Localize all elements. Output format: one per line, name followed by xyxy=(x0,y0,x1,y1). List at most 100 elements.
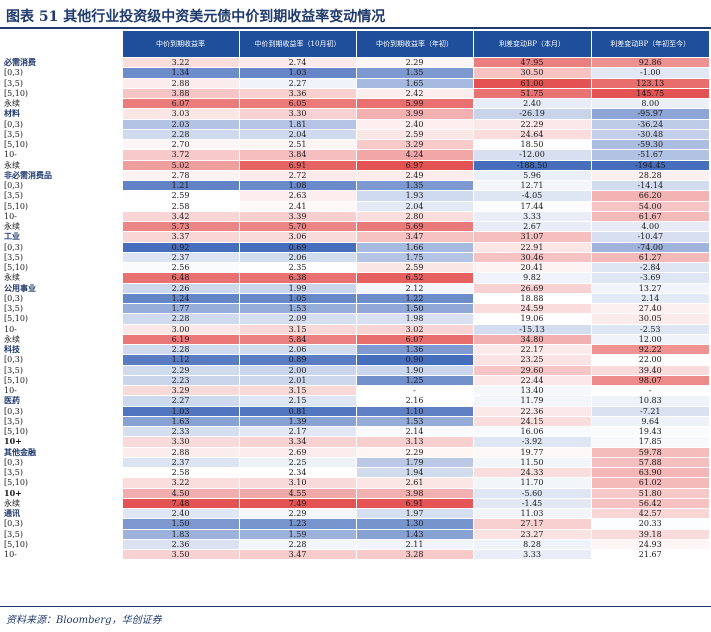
value-cell: 3.06 xyxy=(238,231,356,243)
value-cell: 19.43 xyxy=(590,426,709,438)
value-cell: 34.80 xyxy=(472,334,591,346)
value-cell: 1.94 xyxy=(355,467,473,479)
row-label: 永续 xyxy=(0,221,122,233)
value-cell: 7.48 xyxy=(121,498,239,510)
value-cell: 19.77 xyxy=(472,447,591,458)
value-cell: 57.88 xyxy=(590,457,709,469)
table-group-row: 工业 3.37 3.06 3.47 31.07 -10.47 xyxy=(0,231,709,243)
value-cell: 2.17 xyxy=(238,426,356,438)
table-row: [5,10) 2.58 2.41 2.04 17.44 54.00 xyxy=(0,201,709,212)
value-cell: 1.10 xyxy=(355,406,473,417)
value-cell: 1.81 xyxy=(238,119,356,130)
value-cell: 22.36 xyxy=(472,406,591,417)
value-cell: 2.34 xyxy=(238,467,356,479)
value-cell: -15.13 xyxy=(472,324,591,335)
table-row: [5,10) 3.88 3.36 2.42 51.75 145.75 xyxy=(0,88,709,100)
value-cell: -30.48 xyxy=(590,129,709,141)
table-group-row: 其他金融 2.88 2.69 2.29 19.77 59.78 xyxy=(0,447,709,458)
value-cell: 3.15 xyxy=(238,324,356,335)
value-cell: 4.55 xyxy=(238,488,356,499)
value-cell: 1.99 xyxy=(238,283,356,294)
value-cell: 59.78 xyxy=(590,447,709,458)
value-cell: 6.48 xyxy=(121,272,239,284)
value-cell: 21.67 xyxy=(590,549,709,561)
value-cell: 1.39 xyxy=(238,416,356,428)
value-cell: 6.97 xyxy=(355,160,473,171)
value-cell: 39.40 xyxy=(590,365,709,376)
value-cell: 5.73 xyxy=(121,221,239,233)
value-cell: 22.00 xyxy=(590,354,709,366)
value-cell: 47.95 xyxy=(472,57,591,69)
value-cell: 4.50 xyxy=(121,488,239,499)
value-cell: 30.05 xyxy=(590,313,709,325)
value-cell: 3.15 xyxy=(238,385,356,397)
row-label: 永续 xyxy=(0,334,122,346)
value-cell: -194.45 xyxy=(590,160,709,171)
value-cell: 5.84 xyxy=(238,334,356,346)
footnote-rule xyxy=(0,606,711,607)
value-cell: 2.14 xyxy=(590,293,709,305)
table-group-row: 科技 2.28 2.06 1.36 22.17 92.22 xyxy=(0,344,709,356)
value-cell: 51.80 xyxy=(590,488,709,499)
value-cell: 23.25 xyxy=(472,354,591,366)
table-row: [0,3) 1.34 1.03 1.35 30.50 -1.00 xyxy=(0,67,709,79)
value-cell: 18.88 xyxy=(472,293,591,305)
value-cell: 2.70 xyxy=(121,139,239,151)
value-cell: -59.30 xyxy=(590,139,709,151)
value-cell: 27.17 xyxy=(472,518,591,530)
value-cell: 3.47 xyxy=(355,231,473,243)
row-label: 通讯 xyxy=(0,508,122,520)
value-cell: 1.98 xyxy=(355,313,473,325)
value-cell: 1.79 xyxy=(355,457,473,469)
table-row: [3,5) 2.37 2.06 1.75 30.46 61.27 xyxy=(0,252,709,264)
value-cell: -10.47 xyxy=(590,231,709,243)
value-cell: 2.11 xyxy=(355,539,473,551)
value-cell: 20.33 xyxy=(590,518,709,530)
row-label: [0,3) xyxy=(0,518,122,530)
table-group-row: 公用事业 2.26 1.99 2.12 26.69 13.27 xyxy=(0,283,709,294)
table-row: [3,5) 1.63 1.39 1.53 24.15 9.64 xyxy=(0,416,709,428)
row-label: 永续 xyxy=(0,498,122,510)
value-cell: 1.63 xyxy=(121,416,239,428)
value-cell: 8.28 xyxy=(472,539,591,551)
value-cell: 1.08 xyxy=(238,180,356,192)
table-row: 永续 6.48 6.38 6.52 9.82 -3.69 xyxy=(0,272,709,284)
row-label: 10+ xyxy=(0,436,122,448)
table-row: 永续 6.19 5.84 6.07 34.80 12.00 xyxy=(0,334,709,346)
value-cell: 3.37 xyxy=(121,231,239,243)
value-cell: 1.35 xyxy=(355,180,473,192)
value-cell: 3.00 xyxy=(121,324,239,335)
value-cell: 39.18 xyxy=(590,529,709,540)
value-cell: -2.84 xyxy=(590,262,709,274)
value-cell: 12.71 xyxy=(472,180,591,192)
value-cell: 2.88 xyxy=(121,447,239,458)
value-cell: 13.27 xyxy=(590,283,709,294)
col-header: 利差变动BP（本月） xyxy=(472,31,591,58)
value-cell: 145.75 xyxy=(590,88,709,100)
value-cell: - xyxy=(355,385,473,397)
value-cell: 3.98 xyxy=(355,488,473,499)
row-label: [0,3) xyxy=(0,180,122,192)
value-cell: 2.26 xyxy=(121,283,239,294)
value-cell: 2.49 xyxy=(355,170,473,182)
value-cell: 2.28 xyxy=(121,344,239,356)
row-label: [3,5) xyxy=(0,529,122,540)
table-row: [0,3) 1.24 1.05 1.22 18.88 2.14 xyxy=(0,293,709,305)
row-label: [3,5) xyxy=(0,78,122,89)
row-label: 必需消费 xyxy=(0,57,122,69)
value-cell: 10.83 xyxy=(590,395,709,407)
value-cell: 2.29 xyxy=(355,447,473,458)
value-cell: 13.40 xyxy=(472,385,591,397)
row-label: 10- xyxy=(0,149,122,161)
row-label: [0,3) xyxy=(0,242,122,253)
value-cell: 3.13 xyxy=(355,436,473,448)
value-cell: 1.53 xyxy=(238,303,356,315)
value-cell: 1.23 xyxy=(238,518,356,530)
value-cell: 30.46 xyxy=(472,252,591,264)
value-cell: 23.27 xyxy=(472,529,591,540)
row-label: [0,3) xyxy=(0,293,122,305)
value-cell: 2.23 xyxy=(121,375,239,387)
value-cell: 24.93 xyxy=(590,539,709,551)
table-row: [0,3) 1.21 1.08 1.35 12.71 -14.14 xyxy=(0,180,709,192)
row-label: 10- xyxy=(0,211,122,223)
